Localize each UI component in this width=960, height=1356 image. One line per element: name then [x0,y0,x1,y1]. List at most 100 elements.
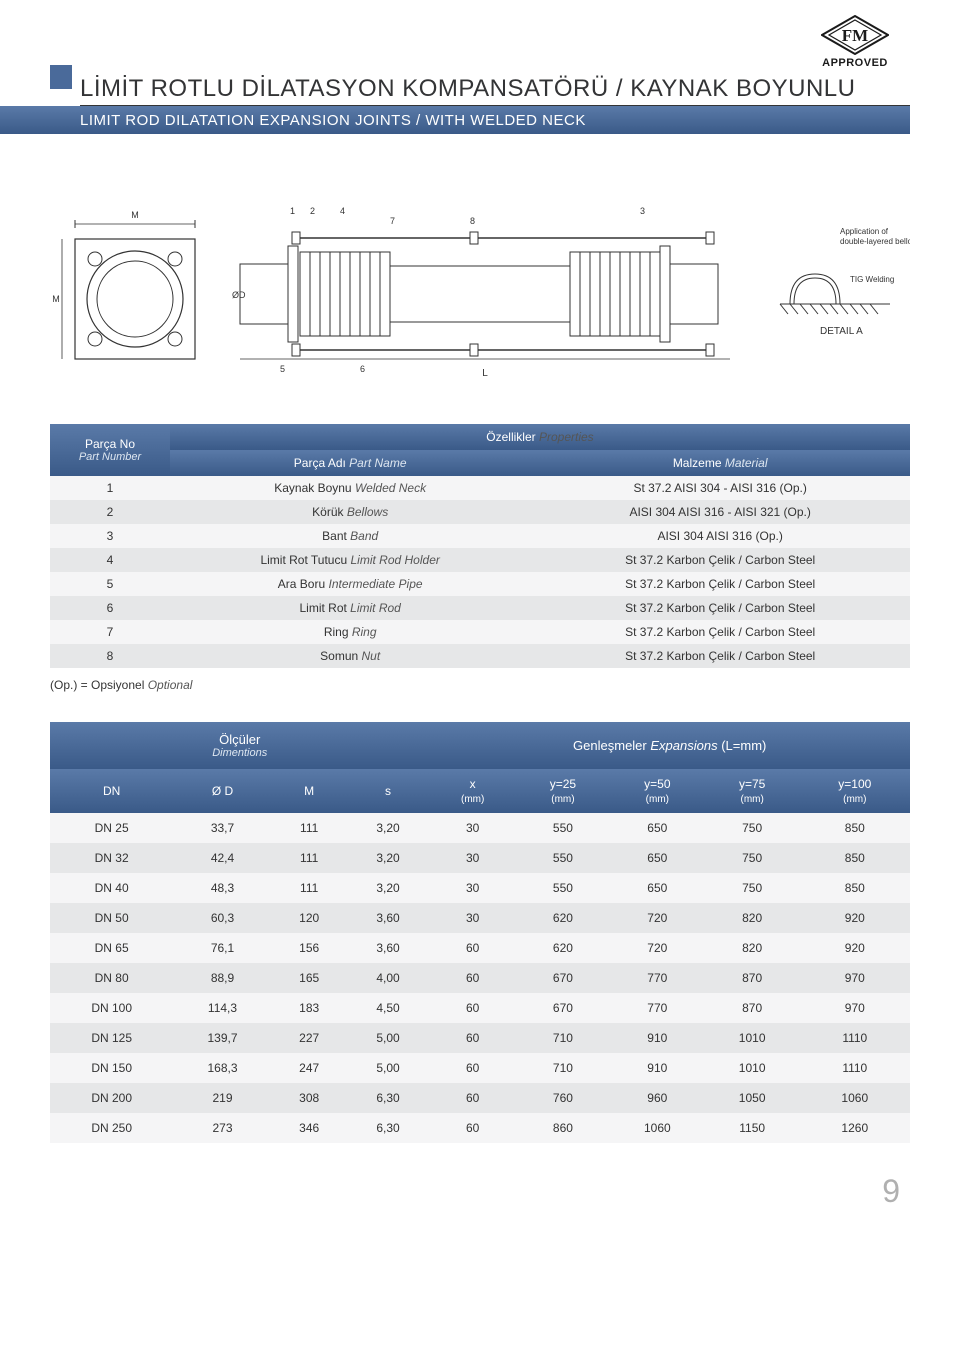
table-row: 4Limit Rot Tutucu Limit Rod HolderSt 37.… [50,548,910,572]
title-block: LİMİT ROTLU DİLATASYON KOMPANSATÖRÜ / KA… [0,75,910,134]
dims-cell: 920 [800,933,910,963]
page-title-sub: LIMIT ROD DILATATION EXPANSION JOINTS / … [0,106,910,134]
dims-col-header: s [347,769,430,813]
table-row: 6Limit Rot Limit RodSt 37.2 Karbon Çelik… [50,596,910,620]
technical-drawing: M M L [50,194,910,384]
dims-cell: 156 [272,933,347,963]
parts-th-properties-en: Properties [539,430,594,444]
dims-cell: 4,00 [347,963,430,993]
dims-cell: 30 [429,813,516,843]
dims-cell: 6,30 [347,1083,430,1113]
dims-cell: 168,3 [173,1053,271,1083]
dims-cell: 3,20 [347,813,430,843]
dims-cell: 750 [705,843,800,873]
table-row: DN 100114,31834,5060670770870970 [50,993,910,1023]
dims-cell: 550 [516,813,610,843]
dims-cell: 273 [173,1113,271,1143]
table-row: DN 125139,72275,006071091010101110 [50,1023,910,1053]
dims-cell: 3,20 [347,843,430,873]
dims-cell: 860 [516,1113,610,1143]
table-row: DN 2502733466,3060860106011501260 [50,1113,910,1143]
dims-cell: 247 [272,1053,347,1083]
dims-cell: 650 [610,843,705,873]
dims-cell: 850 [800,843,910,873]
dims-cell: 620 [516,903,610,933]
part-material-cell: St 37.2 AISI 304 - AISI 316 (Op.) [530,476,910,500]
dims-cell: 48,3 [173,873,271,903]
dims-cell: 920 [800,903,910,933]
dims-cell: 650 [610,873,705,903]
dims-cell: 670 [516,963,610,993]
svg-text:6: 6 [360,364,365,374]
parts-table-head: Parça No Part Number Özellikler Properti… [50,424,910,476]
parts-th-number: Parça No Part Number [50,424,170,476]
table-row: DN 2533,71113,2030550650750850 [50,813,910,843]
part-name-cell: Bant Band [170,524,530,548]
part-no-cell: 2 [50,500,170,524]
part-no-cell: 7 [50,620,170,644]
dims-col-header: y=50(mm) [610,769,705,813]
dims-cell: 60 [429,993,516,1023]
table-row: DN 2002193086,306076096010501060 [50,1083,910,1113]
dims-cell: 4,50 [347,993,430,1023]
table-row: 8Somun NutSt 37.2 Karbon Çelik / Carbon … [50,644,910,668]
part-material-cell: St 37.2 Karbon Çelik / Carbon Steel [530,548,910,572]
dims-cell: 550 [516,873,610,903]
dims-cell: 820 [705,933,800,963]
page-title-main: LİMİT ROTLU DİLATASYON KOMPANSATÖRÜ / KA… [80,75,910,106]
dims-cell: DN 50 [50,903,173,933]
dims-cell: 88,9 [173,963,271,993]
dims-col-header: DN [50,769,173,813]
part-name-cell: Kaynak Boynu Welded Neck [170,476,530,500]
dims-cell: DN 65 [50,933,173,963]
dims-cell: 550 [516,843,610,873]
part-name-cell: Limit Rot Limit Rod [170,596,530,620]
dims-group-left: Ölçüler Dimentions [50,722,429,769]
parts-th-name-en: Part Name [349,456,406,470]
svg-text:7: 7 [390,216,395,226]
parts-table-body: 1Kaynak Boynu Welded NeckSt 37.2 AISI 30… [50,476,910,668]
dims-cell: 1150 [705,1113,800,1143]
page-number: 9 [0,1173,900,1210]
part-no-cell: 1 [50,476,170,500]
page-title-sub-text: LIMIT ROD DILATATION EXPANSION JOINTS / … [80,112,586,129]
dims-cell: 770 [610,993,705,1023]
dims-cell: 60 [429,1053,516,1083]
title-tab-decoration [50,65,72,89]
dims-cell: 33,7 [173,813,271,843]
dims-col-header: y=100(mm) [800,769,910,813]
dims-cell: 1060 [610,1113,705,1143]
parts-th-number-tr: Parça No [85,437,135,451]
table-row: DN 150168,32475,006071091010101110 [50,1053,910,1083]
dims-cell: 111 [272,843,347,873]
table-row: DN 5060,31203,6030620720820920 [50,903,910,933]
svg-text:2: 2 [310,206,315,216]
dims-cols-row: DNØ DMsx(mm)y=25(mm)y=50(mm)y=75(mm)y=10… [50,769,910,813]
dims-cell: 60,3 [173,903,271,933]
dims-cell: 42,4 [173,843,271,873]
part-material-cell: St 37.2 Karbon Çelik / Carbon Steel [530,572,910,596]
dims-cell: 60 [429,1023,516,1053]
dims-cell: 60 [429,963,516,993]
svg-text:4: 4 [340,206,345,216]
dims-cell: 308 [272,1083,347,1113]
svg-text:TIG Welding: TIG Welding [850,275,894,284]
table-row: 5Ara Boru Intermediate PipeSt 37.2 Karbo… [50,572,910,596]
part-material-cell: St 37.2 Karbon Çelik / Carbon Steel [530,620,910,644]
dims-cell: 750 [705,873,800,903]
table-row: DN 4048,31113,2030550650750850 [50,873,910,903]
dims-cell: 76,1 [173,933,271,963]
dims-cell: 910 [610,1023,705,1053]
dims-cell: 60 [429,1113,516,1143]
dims-cell: 183 [272,993,347,1023]
table-row: 2Körük BellowsAISI 304 AISI 316 - AISI 3… [50,500,910,524]
dims-cell: 1010 [705,1053,800,1083]
dims-cell: 219 [173,1083,271,1113]
fm-approved-label: APPROVED [810,57,900,69]
dims-cell: 650 [610,813,705,843]
dims-cell: 960 [610,1083,705,1113]
dims-cell: 850 [800,813,910,843]
dimensions-table: Ölçüler Dimentions Genleşmeler Expansion… [50,722,910,1143]
dims-cell: 720 [610,903,705,933]
dims-cell: 620 [516,933,610,963]
